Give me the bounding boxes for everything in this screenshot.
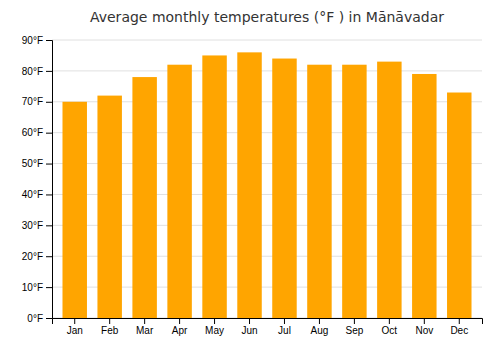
- x-tick-label: Dec: [450, 325, 468, 336]
- y-tick-mark: [46, 225, 52, 226]
- y-tick: 20°F: [22, 251, 52, 262]
- x-tick-label: Jan: [67, 325, 83, 336]
- x-tick: Aug: [311, 318, 329, 336]
- x-tick-label: Oct: [382, 325, 398, 336]
- x-tick-mark: [214, 318, 215, 324]
- x-tick: Dec: [450, 318, 468, 336]
- bar: [62, 102, 86, 318]
- bar: [202, 55, 226, 318]
- x-tick-label: Aug: [311, 325, 329, 336]
- x-tick-label: Mar: [136, 325, 154, 336]
- y-tick-label: 90°F: [22, 35, 43, 46]
- x-tick-label: Nov: [415, 325, 433, 336]
- bar: [447, 93, 471, 318]
- y-tick-mark: [46, 102, 52, 103]
- x-tick-mark: [459, 318, 460, 324]
- chart-container: 0°F 10°F 20°F 30°F 40°F 50°F 60°F 70°F 80°F 90°F J…: [0, 0, 500, 350]
- x-tick-label: Feb: [101, 325, 119, 336]
- y-tick-label: 30°F: [22, 220, 43, 231]
- bar: [167, 65, 191, 318]
- y-tick: 40°F: [22, 189, 52, 200]
- y-tick-label: 50°F: [22, 158, 43, 169]
- x-tick-mark: [319, 318, 320, 324]
- x-tick-mark: [144, 318, 145, 324]
- y-tick-label: 40°F: [22, 189, 43, 200]
- y-tick: 30°F: [22, 220, 52, 231]
- bar: [377, 62, 401, 318]
- bars: [62, 52, 471, 318]
- y-tick-mark: [46, 164, 52, 165]
- x-tick-mark: [74, 318, 75, 324]
- x-tick: Jan: [67, 318, 83, 336]
- bar: [342, 65, 366, 318]
- x-tick: Jul: [278, 318, 291, 336]
- bar: [132, 77, 156, 318]
- title: Average monthly temperatures (°F ) in Mā…: [90, 9, 444, 25]
- x-tick-mark: [354, 318, 355, 324]
- x-axis: Jan Feb Mar Apr May Jun Jul Aug Sep Oct Nov Dec: [53, 318, 483, 336]
- y-tick-mark: [46, 318, 52, 319]
- x-tick-mark: [389, 318, 390, 324]
- y-tick-mark: [46, 287, 52, 288]
- y-tick-mark: [46, 194, 52, 195]
- x-tick: Nov: [415, 318, 433, 336]
- x-tick-mark: [179, 318, 180, 324]
- y-tick: 70°F: [22, 96, 52, 107]
- y-tick-mark: [46, 256, 52, 257]
- bar: [272, 59, 296, 318]
- x-tick-label: May: [205, 325, 224, 336]
- x-tick-label: Sep: [345, 325, 363, 336]
- x-tick: Sep: [345, 318, 363, 336]
- bar: [97, 96, 121, 318]
- y-axis-line: [46, 41, 53, 319]
- x-tick: Oct: [382, 318, 398, 336]
- x-tick: Jun: [241, 318, 257, 336]
- bar: [237, 52, 261, 318]
- x-tick: May: [205, 318, 224, 336]
- x-tick-label: Apr: [172, 325, 188, 336]
- x-tick: Feb: [101, 318, 119, 336]
- x-tick-label: Jul: [278, 325, 291, 336]
- x-tick: Apr: [172, 318, 188, 336]
- grid-line: [52, 40, 482, 41]
- y-tick-label: 0°F: [27, 313, 43, 324]
- y-tick: 0°F: [27, 313, 52, 324]
- plot-area: 0°F 10°F 20°F 30°F 40°F 50°F 60°F 70°F 80°F 90°F J…: [22, 35, 483, 336]
- grid-line: [52, 70, 482, 71]
- y-tick-mark: [46, 71, 52, 72]
- bar: [307, 65, 331, 318]
- y-tick-label: 20°F: [22, 251, 43, 262]
- chart-svg: 0°F 10°F 20°F 30°F 40°F 50°F 60°F 70°F 80°F 90°F J…: [0, 0, 500, 350]
- y-tick: 90°F: [22, 35, 52, 46]
- x-tick-mark: [424, 318, 425, 324]
- y-tick: 60°F: [22, 127, 52, 138]
- x-tick: Mar: [136, 318, 154, 336]
- x-tick-mark: [109, 318, 110, 324]
- y-tick: 50°F: [22, 158, 52, 169]
- grid: [52, 40, 482, 318]
- x-tick-mark: [284, 318, 285, 324]
- y-tick-mark: [46, 133, 52, 134]
- y-tick-label: 80°F: [22, 66, 43, 77]
- x-axis-line: [53, 319, 483, 325]
- y-tick: 10°F: [22, 282, 52, 293]
- y-tick-label: 60°F: [22, 127, 43, 138]
- y-tick-mark: [46, 40, 52, 41]
- x-tick-label: Jun: [241, 325, 257, 336]
- bar: [412, 74, 436, 318]
- y-axis: 0°F 10°F 20°F 30°F 40°F 50°F 60°F 70°F 80°F 90°F: [22, 35, 53, 324]
- y-tick-label: 10°F: [22, 282, 43, 293]
- y-tick: 80°F: [22, 66, 52, 77]
- y-tick-label: 70°F: [22, 96, 43, 107]
- x-tick-mark: [249, 318, 250, 324]
